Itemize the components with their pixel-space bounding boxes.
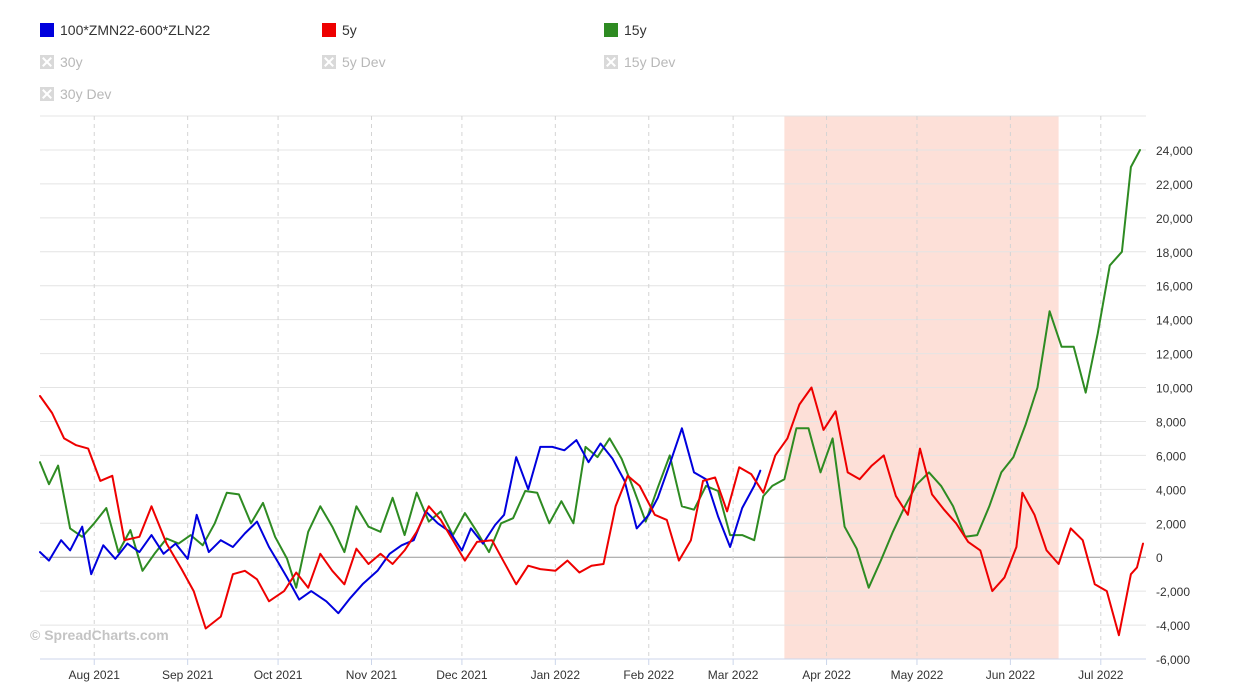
legend-item-30y-dev[interactable]: 30y Dev (40, 86, 111, 102)
x-tick-label: Feb 2022 (623, 668, 674, 682)
y-tick-label: 12,000 (1156, 348, 1193, 362)
x-tick-label: Sep 2021 (162, 668, 214, 682)
y-tick-label: 20,000 (1156, 212, 1193, 226)
legend-label: 30y (60, 54, 83, 70)
legend-swatch (40, 87, 54, 101)
x-tick-label: Apr 2022 (802, 668, 851, 682)
y-tick-label: 16,000 (1156, 280, 1193, 294)
legend-swatch (40, 55, 54, 69)
y-tick-label: -4,000 (1156, 619, 1190, 633)
y-tick-label: 2,000 (1156, 517, 1186, 531)
legend-label: 100*ZMN22-600*ZLN22 (60, 22, 211, 38)
y-tick-label: 22,000 (1156, 178, 1193, 192)
y-tick-label: 10,000 (1156, 382, 1193, 396)
x-tick-label: Jul 2022 (1078, 668, 1124, 682)
legend-swatch (604, 23, 618, 37)
x-tick-label: Jan 2022 (531, 668, 581, 682)
y-tick-label: 0 (1156, 551, 1163, 565)
legend-label: 30y Dev (60, 86, 112, 102)
legend-item-15y[interactable]: 15y (604, 22, 647, 38)
y-tick-label: 4,000 (1156, 483, 1186, 497)
x-tick-label: Dec 2021 (436, 668, 488, 682)
x-tick-label: Aug 2021 (69, 668, 121, 682)
legend-swatch (40, 23, 54, 37)
legend-label: 5y Dev (342, 54, 386, 70)
y-tick-label: 14,000 (1156, 314, 1193, 328)
legend-item-15y-dev[interactable]: 15y Dev (604, 54, 675, 70)
grid-layer (40, 115, 1146, 660)
legend-item-5y[interactable]: 5y (322, 22, 357, 38)
legend-item-100-zmn22-600-zln22[interactable]: 100*ZMN22-600*ZLN22 (40, 22, 210, 38)
y-tick-label: -2,000 (1156, 585, 1190, 599)
legend-item-30y[interactable]: 30y (40, 54, 83, 70)
watermark: © SpreadCharts.com (30, 627, 169, 643)
x-tick-label: Nov 2021 (346, 668, 398, 682)
legend-swatch (604, 55, 618, 69)
legend-swatch (322, 55, 336, 69)
legend-item-5y-dev[interactable]: 5y Dev (322, 54, 386, 70)
y-tick-label: -6,000 (1156, 653, 1190, 667)
y-tick-label: 6,000 (1156, 449, 1186, 463)
x-tick-label: May 2022 (891, 668, 944, 682)
x-tick-label: Mar 2022 (708, 668, 759, 682)
series-line-100-zmn22-600-zln22 (39, 427, 762, 615)
y-tick-label: 8,000 (1156, 415, 1186, 429)
series-line-15y (39, 149, 1141, 589)
series-line-5y (39, 386, 1144, 637)
y-tick-label: 24,000 (1156, 144, 1193, 158)
legend-label: 5y (342, 22, 357, 38)
legend-label: 15y Dev (624, 54, 676, 70)
legend-label: 15y (624, 22, 647, 38)
x-tick-label: Jun 2022 (986, 668, 1036, 682)
legend-swatch (322, 23, 336, 37)
y-tick-label: 18,000 (1156, 246, 1193, 260)
chart-legend: 100*ZMN22-600*ZLN22 5y 15y 30y 5y Dev 15y Dev… (0, 0, 1234, 112)
series-layer (39, 149, 1144, 637)
x-tick-label: Oct 2021 (254, 668, 303, 682)
axis-layer: -6,000 -4,000 -2,000 0 2,000 4,000 6,000 8,000 1… (40, 144, 1193, 682)
